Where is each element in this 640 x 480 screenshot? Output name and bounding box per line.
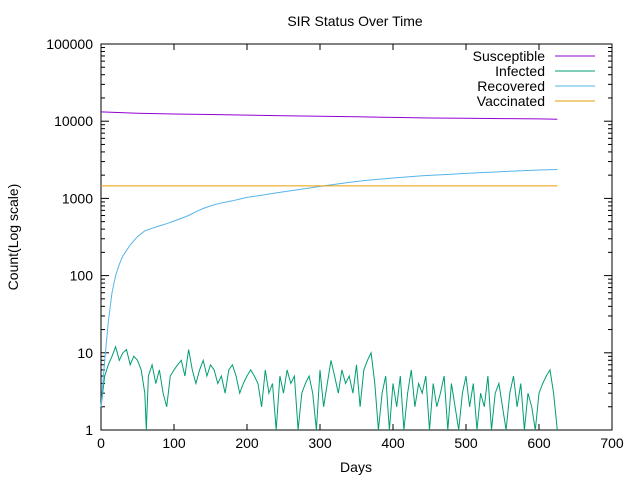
y-axis-ticks: 1 10 100 1000 10000 100000 <box>46 36 612 438</box>
legend-label-recovered: Recovered <box>477 78 545 94</box>
x-tick-label: 700 <box>600 435 624 451</box>
x-tick-label: 200 <box>235 435 259 451</box>
plot-frame <box>100 43 613 431</box>
x-tick-label: 300 <box>308 435 332 451</box>
legend-label-susceptible: Susceptible <box>473 48 546 64</box>
x-axis-title: Days <box>340 459 372 475</box>
legend-label-infected: Infected <box>495 63 545 79</box>
y-tick-label: 1 <box>85 422 93 438</box>
y-tick-label: 100 <box>70 268 94 284</box>
plot-border <box>100 43 613 431</box>
y-tick-label: 100000 <box>46 36 93 52</box>
x-tick-label: 100 <box>162 435 186 451</box>
y-tick-label: 10000 <box>54 113 93 129</box>
series-group <box>100 111 558 431</box>
legend-label-vaccinated: Vaccinated <box>477 93 545 109</box>
chart-title: SIR Status Over Time <box>287 13 423 29</box>
series-line-susceptible <box>100 111 558 120</box>
x-tick-label: 600 <box>527 435 551 451</box>
x-tick-label: 500 <box>454 435 478 451</box>
x-tick-label: 0 <box>97 435 105 451</box>
x-tick-label: 400 <box>381 435 405 451</box>
series-line-recovered <box>100 169 558 407</box>
y-tick-label: 10 <box>77 345 93 361</box>
y-tick-label: 1000 <box>62 190 93 206</box>
y-axis-title: Count(Log scale) <box>5 184 21 291</box>
x-axis-ticks: 0 100 200 300 400 500 600 700 <box>97 44 624 451</box>
series-line-infected <box>100 345 558 431</box>
